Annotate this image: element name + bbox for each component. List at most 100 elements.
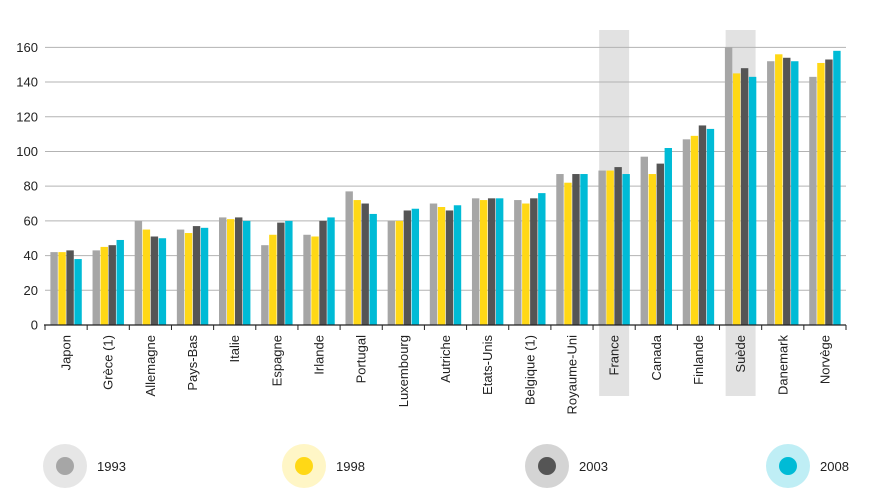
bar [74, 259, 82, 325]
y-axis-ticks: 0 20 40 60 80 100 120 140 160 [16, 40, 38, 333]
bar [361, 203, 369, 325]
bar [825, 59, 833, 325]
legend-item-2003: 2003 [525, 442, 608, 490]
bar [767, 61, 775, 326]
bar [580, 174, 588, 325]
bar [319, 220, 327, 325]
x-tick-label: Norvège [817, 335, 832, 384]
bar [783, 57, 791, 325]
bar [614, 167, 622, 325]
bar [724, 47, 733, 326]
bar [495, 198, 504, 325]
legend-label: 1998 [336, 458, 365, 474]
x-tick-label: Pays-Bas [185, 335, 200, 391]
y-tick-label: 0 [31, 318, 38, 333]
x-tick-label: Luxembourg [396, 335, 411, 407]
bar [403, 210, 412, 325]
x-tick-label: France [607, 335, 622, 375]
x-tick-label: Irlande [312, 335, 327, 375]
bar [445, 210, 454, 325]
legend-label: 1993 [97, 458, 126, 474]
bar [227, 219, 235, 325]
bar [564, 182, 572, 325]
x-tick-label: Japon [59, 335, 74, 370]
legend-item-2008: 2008 [766, 442, 849, 490]
y-tick-label: 100 [16, 144, 38, 159]
bar [706, 128, 715, 325]
legend-item-1998: 1998 [282, 442, 365, 490]
bar [833, 50, 841, 326]
y-tick-label: 20 [24, 283, 38, 298]
bar [243, 220, 251, 325]
bar [648, 174, 656, 325]
bar [606, 170, 614, 325]
bar [261, 245, 269, 325]
x-tick-label: Portugal [354, 335, 369, 384]
y-tick-label: 140 [16, 75, 38, 90]
bar [690, 135, 699, 325]
bar [219, 217, 227, 325]
bar [387, 220, 396, 325]
x-tick-label: Grèce (1) [101, 335, 116, 390]
x-tick-label: Autriche [438, 335, 453, 383]
legend-halo [282, 444, 326, 488]
bar [471, 198, 480, 325]
bar [200, 227, 209, 325]
bar [235, 217, 243, 325]
legend-label: 2003 [579, 458, 608, 474]
bar [108, 245, 116, 325]
y-tick-label: 120 [16, 109, 38, 124]
legend-label: 2008 [820, 458, 849, 474]
legend-swatch [779, 457, 797, 475]
bar [809, 76, 817, 326]
y-tick-label: 60 [24, 213, 38, 228]
bar [303, 234, 311, 325]
bars [50, 47, 841, 326]
legend-swatch [538, 457, 556, 475]
bar [269, 234, 277, 325]
bar [748, 76, 757, 326]
bar [572, 174, 580, 325]
legend-swatch [295, 457, 313, 475]
category-labels: Japon Grèce (1) Allemagne Pays-Bas Italie Esp… [59, 334, 833, 414]
x-tick-label: Belgique (1) [522, 335, 537, 405]
bar [698, 125, 707, 325]
y-tick-label: 40 [24, 248, 38, 263]
bar [176, 229, 185, 325]
bar [514, 200, 522, 325]
x-axis [44, 324, 847, 330]
bar [732, 73, 741, 325]
bar [66, 250, 74, 325]
bar [142, 229, 151, 325]
bar [100, 246, 108, 325]
bar [817, 62, 825, 326]
bar [369, 213, 377, 325]
bar [327, 217, 335, 325]
x-tick-label: Suède [733, 335, 748, 373]
legend-halo [766, 444, 810, 488]
bar [656, 163, 664, 325]
bar [353, 200, 361, 325]
bar [192, 226, 201, 325]
y-tick-label: 80 [24, 179, 38, 194]
bar [311, 236, 319, 325]
bar [556, 174, 564, 325]
bar [277, 222, 285, 325]
bar-chart: 0 20 40 60 80 100 120 140 160 Japon Grèce (1) Alle… [16, 30, 847, 414]
bar [437, 207, 446, 325]
bar [453, 205, 462, 325]
x-tick-label: Espagne [269, 335, 284, 386]
bar [740, 68, 749, 326]
bar [150, 236, 159, 325]
bar [487, 198, 496, 325]
bar [664, 148, 672, 325]
bar [50, 252, 58, 325]
legend-item-1993: 1993 [43, 442, 126, 490]
legend-halo [43, 444, 87, 488]
bar [530, 198, 538, 325]
bar [116, 239, 124, 325]
x-tick-label: Canada [649, 334, 664, 380]
bar [775, 54, 783, 325]
x-tick-label: Allemagne [143, 335, 158, 396]
bar [622, 174, 630, 325]
